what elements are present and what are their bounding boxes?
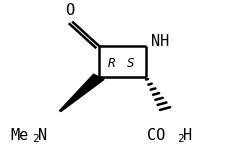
Text: S: S — [127, 57, 134, 70]
Text: NH: NH — [151, 34, 170, 49]
Text: O: O — [65, 3, 74, 18]
Text: H: H — [183, 128, 192, 143]
Text: CO: CO — [147, 128, 165, 143]
Text: N: N — [38, 128, 47, 143]
Text: 2: 2 — [32, 134, 39, 144]
Text: R: R — [107, 57, 115, 70]
Polygon shape — [59, 74, 104, 111]
Text: 2: 2 — [177, 134, 184, 144]
Text: Me: Me — [10, 128, 28, 143]
